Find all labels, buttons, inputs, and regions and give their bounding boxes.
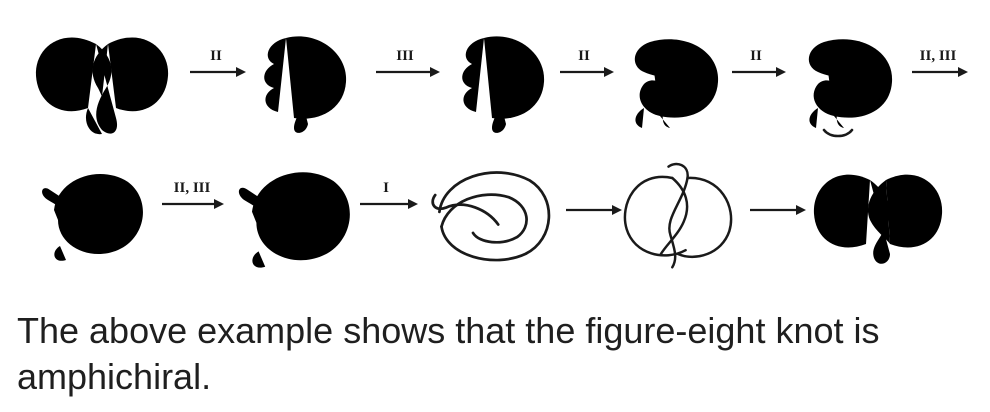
move-label: II, III — [920, 48, 957, 64]
knot-row1-1 — [35, 37, 169, 135]
knot-row2-1 — [42, 174, 143, 261]
arrow-row1-3: II — [560, 48, 614, 77]
arrow-row2-4 — [750, 205, 806, 215]
move-label: II, III — [174, 180, 211, 196]
move-label: I — [383, 180, 389, 196]
move-label: II — [210, 48, 222, 64]
arrow-row2-3 — [566, 205, 622, 215]
arrow-row2-1: II, III — [162, 180, 224, 209]
arrow-row1-5: II, III — [912, 48, 968, 77]
move-label: II — [578, 48, 590, 64]
knot-row2-2 — [238, 172, 350, 268]
move-label: III — [396, 48, 414, 64]
knot-row1-2 — [264, 36, 347, 133]
arrow-row2-2: I — [360, 180, 418, 209]
arrow-row1-4: II — [732, 48, 786, 77]
knot-row1-5 — [808, 39, 893, 138]
knot-row1-3 — [462, 36, 545, 133]
knot-row2-4 — [623, 162, 733, 269]
arrow-row1-2: III — [376, 48, 440, 77]
knot-row2-5 — [813, 174, 943, 264]
knot-row1-4 — [634, 39, 719, 128]
move-label: II — [750, 48, 762, 64]
arrow-row1-1: II — [190, 48, 246, 77]
knot-row2-3 — [431, 171, 551, 262]
caption-text: The above example shows that the figure-… — [17, 310, 880, 397]
reidemeister-diagram: II III II II II, III II, III — [35, 36, 968, 269]
